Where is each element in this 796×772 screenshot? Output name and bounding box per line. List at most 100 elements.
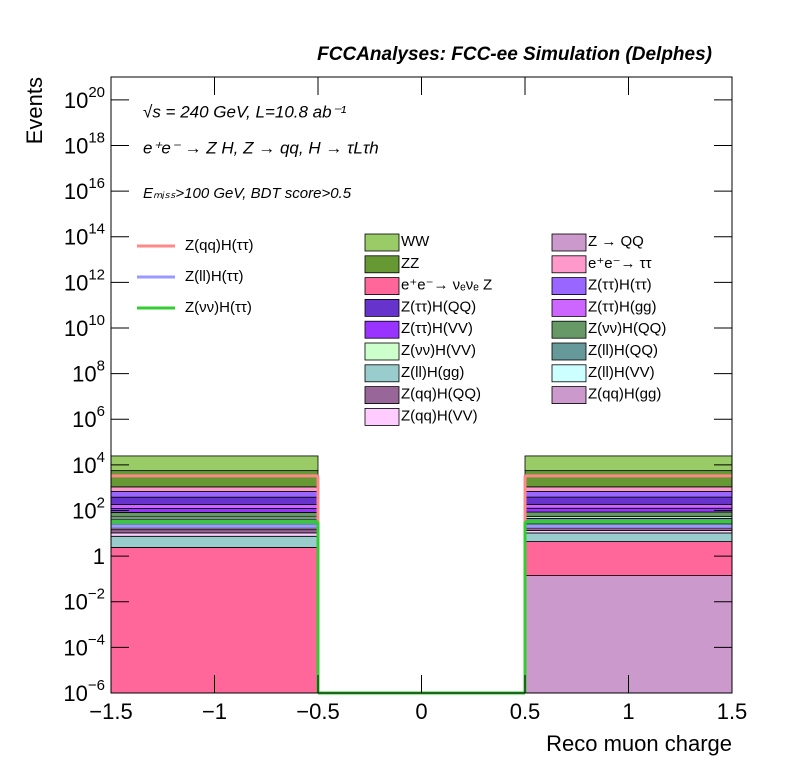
x-tick-label: 1 [622, 699, 634, 724]
annotation: Eₘᵢₛₛ>100 GeV, BDT score>0.5 [143, 185, 352, 202]
y-tick-exponent: 4 [97, 449, 105, 466]
y-tick-base: 10 [72, 453, 96, 478]
annotation: √s = 240 GeV, L=10.8 ab⁻¹ [143, 102, 347, 121]
y-tick-base: 10 [63, 635, 87, 660]
legend-label: Z → QQ [588, 233, 644, 250]
y-tick-base: 10 [64, 225, 88, 250]
bar-segment [524, 541, 733, 576]
legend-swatch [364, 233, 400, 252]
y-tick-label: 10−2 [63, 586, 105, 615]
legend-swatch [364, 320, 400, 339]
y-tick-base: 10 [64, 88, 88, 113]
bar-segment [524, 491, 733, 498]
x-tick-label: −1.5 [89, 699, 132, 724]
y-tick-label: 104 [72, 449, 105, 478]
legend-label: Z(ll)H(gg) [401, 364, 464, 381]
y-tick-label: 108 [72, 358, 105, 387]
bar-segment [524, 470, 733, 488]
y-tick-base: 10 [72, 498, 96, 523]
x-axis-label: Reco muon charge [546, 731, 732, 756]
bar-segment [110, 496, 319, 505]
y-tick-exponent: 10 [88, 312, 105, 329]
y-tick-base: 10 [72, 361, 96, 386]
y-tick-base: 10 [64, 179, 88, 204]
legend-label: Z(νν)H(QQ) [588, 320, 666, 337]
legend-swatch [364, 255, 400, 274]
y-tick-exponent: 12 [88, 266, 105, 283]
legend-label: Z(νν)H(VV) [401, 342, 476, 359]
legend-swatch [364, 407, 400, 426]
bar-segment [524, 455, 733, 472]
y-tick-exponent: 20 [88, 84, 105, 101]
legend-label: Z(qq)H(ττ) [185, 237, 254, 254]
bar-segment [110, 486, 319, 492]
legend-label: Z(ll)H(QQ) [588, 342, 658, 359]
y-tick-base: 10 [64, 133, 88, 158]
legend-label: e⁺e⁻→ νₑνₑ Z [401, 277, 492, 294]
bar-segment [524, 503, 733, 509]
bar-segment [110, 511, 319, 518]
legend-label: Z(qq)H(QQ) [401, 386, 481, 403]
legend-swatch [551, 233, 587, 252]
y-tick-label: 10−4 [63, 631, 105, 660]
y-tick-label: 106 [72, 403, 105, 432]
y-tick-exponent: 8 [97, 358, 105, 375]
x-tick-label: −0.5 [296, 699, 339, 724]
x-tick-label: 0.5 [510, 699, 541, 724]
legend-label: WW [401, 233, 430, 250]
y-tick-label: 1 [93, 544, 105, 569]
legend-label: Z(ll)H(VV) [588, 364, 655, 381]
bar-segment [110, 535, 319, 548]
legend-label: Z(ττ)H(gg) [588, 298, 657, 315]
bar-segment [110, 504, 319, 509]
legend-label: Z(νν)H(ττ) [185, 299, 252, 316]
y-tick-label: 102 [72, 494, 105, 523]
legend-swatch [364, 386, 400, 405]
legend-swatch [551, 364, 587, 383]
y-tick-label: 1018 [64, 129, 105, 158]
legend-label: Z(ll)H(ττ) [185, 268, 244, 285]
bar-segment [110, 547, 319, 694]
bar-segment [524, 496, 733, 505]
legend-swatch [551, 386, 587, 405]
y-tick-exponent: 2 [97, 494, 105, 511]
legend-label: Z(ττ)H(QQ) [401, 298, 476, 315]
legend-swatch [551, 342, 587, 361]
bar-segment [110, 470, 319, 488]
annotation: e⁺e⁻ → Z H, Z → qq, H → τLτh [143, 138, 379, 157]
bar-segment [110, 491, 319, 498]
legend-swatch [551, 255, 587, 274]
y-tick-label: 1012 [64, 266, 105, 295]
legend-swatch [551, 320, 587, 339]
legend-swatch [551, 277, 587, 296]
bar-segment [524, 532, 733, 542]
bar-segment [524, 511, 733, 517]
x-tick-label: 1.5 [717, 699, 748, 724]
legend-label: e⁺e⁻→ ττ [588, 255, 652, 272]
chart-title: FCCAnalyses: FCC-ee Simulation (Delphes) [317, 44, 712, 65]
y-tick-base: 10 [63, 681, 87, 706]
y-tick-exponent: 18 [88, 129, 105, 146]
legend-label: Z(ττ)H(VV) [401, 320, 473, 337]
y-tick-base: 10 [72, 407, 96, 432]
legend-swatch [364, 364, 400, 383]
y-tick-label: 1020 [64, 84, 105, 113]
y-tick-exponent: 16 [88, 175, 105, 192]
bar-segment [524, 486, 733, 492]
legend-swatch [364, 342, 400, 361]
bar-segment [110, 529, 319, 534]
legend-label: ZZ [401, 255, 419, 272]
y-tick-exponent: −4 [88, 631, 105, 648]
y-tick-label: 1014 [64, 221, 105, 250]
bar-segment [524, 507, 733, 513]
y-tick-exponent: 6 [97, 403, 105, 420]
y-tick-exponent: 14 [88, 221, 105, 238]
x-tick-label: −1 [202, 699, 227, 724]
y-tick-label: 10−6 [63, 677, 105, 706]
y-tick-exponent: −2 [88, 586, 105, 603]
y-tick-base: 1 [93, 544, 105, 569]
y-tick-label: 1016 [64, 175, 105, 204]
y-tick-base: 10 [63, 590, 87, 615]
legend-swatch [364, 277, 400, 296]
y-tick-exponent: −6 [88, 677, 105, 694]
